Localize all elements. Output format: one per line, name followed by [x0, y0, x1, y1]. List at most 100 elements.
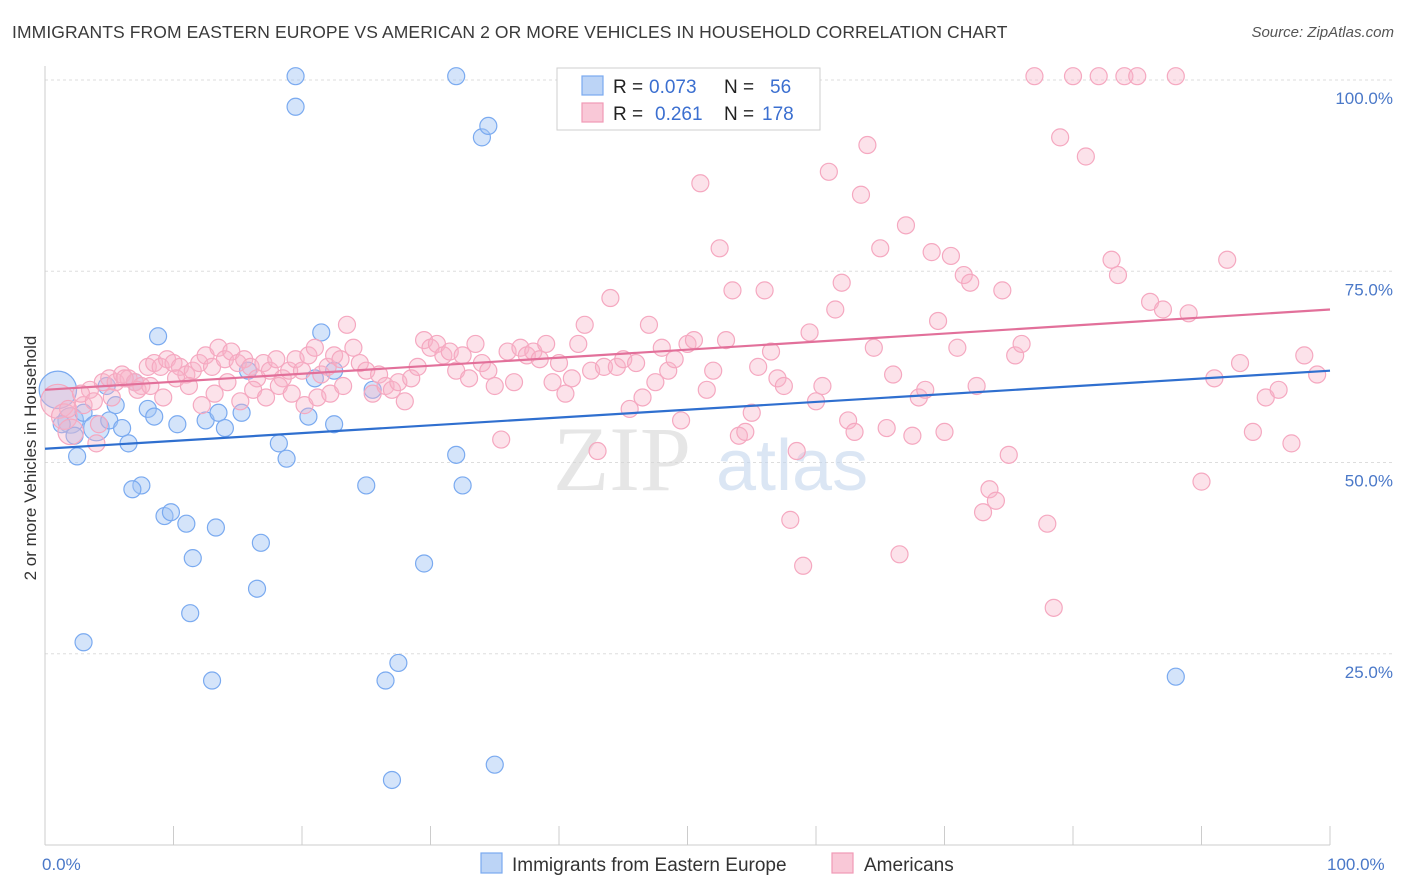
data-point	[1115, 67, 1134, 86]
data-point	[903, 426, 922, 445]
data-point	[896, 216, 916, 235]
data-point	[68, 447, 87, 466]
data-point	[601, 288, 620, 308]
data-point	[1044, 598, 1063, 617]
data-point	[556, 384, 575, 403]
data-point	[858, 135, 877, 155]
data-point	[215, 418, 234, 438]
data-point	[980, 480, 999, 499]
watermark-zip: ZIP	[553, 408, 691, 510]
data-point	[132, 476, 151, 495]
data-point	[183, 549, 202, 568]
trend-line-immigrants	[44, 369, 1331, 450]
data-point	[115, 369, 134, 388]
data-point	[1218, 250, 1237, 269]
data-point	[479, 361, 498, 380]
data-point	[646, 373, 665, 392]
data-point	[941, 246, 961, 266]
data-point	[877, 418, 896, 438]
data-point	[312, 323, 331, 342]
trend-lines	[44, 308, 1331, 450]
data-point	[331, 350, 350, 369]
trend-line-americans	[44, 308, 1331, 391]
data-point	[851, 185, 871, 204]
data-point	[382, 770, 402, 790]
chart-title: IMMIGRANTS FROM EASTERN EUROPE VS AMERIC…	[12, 22, 1008, 42]
legend-n-value-2: 178	[762, 104, 794, 125]
data-point	[492, 430, 511, 449]
data-point	[292, 361, 312, 380]
data-point	[325, 415, 344, 434]
data-point	[247, 579, 267, 598]
data-point	[168, 415, 187, 434]
data-point	[704, 361, 723, 380]
data-point	[74, 403, 93, 422]
series-legend: Immigrants from Eastern Europe Americans	[480, 852, 954, 876]
data-point	[161, 503, 181, 522]
data-point	[447, 67, 466, 86]
data-point	[755, 281, 774, 300]
data-point	[145, 407, 164, 426]
stats-legend: R = 0.073 N = 56 R = 0.261 N = 178	[556, 67, 821, 131]
data-point	[57, 418, 85, 446]
y-axis-label: 2 or more Vehicles in Household	[21, 336, 40, 581]
data-point	[826, 300, 845, 319]
data-point	[1006, 346, 1025, 365]
data-point	[665, 350, 684, 369]
data-point	[84, 392, 103, 411]
data-point	[466, 334, 485, 354]
data-point	[357, 476, 376, 495]
data-point	[282, 384, 301, 403]
data-point	[1063, 67, 1083, 86]
data-point	[1308, 365, 1327, 384]
data-point	[453, 476, 472, 495]
data-point	[832, 273, 851, 292]
data-point	[459, 369, 479, 388]
data-point	[562, 369, 581, 388]
data-point	[202, 671, 222, 690]
legend-r-value-2: 0.261	[655, 104, 703, 125]
series-immigrants-points	[38, 67, 1185, 790]
data-point	[569, 334, 588, 354]
data-point	[83, 414, 110, 442]
data-point	[1038, 514, 1057, 533]
data-point	[543, 373, 562, 392]
data-point	[1076, 147, 1095, 166]
legend-swatch-americans	[581, 102, 604, 123]
source-label: Source: ZipAtlas.com	[1251, 24, 1394, 41]
data-point	[74, 396, 93, 415]
data-point	[414, 554, 434, 573]
data-point	[594, 357, 614, 376]
data-point	[232, 403, 251, 422]
data-point	[922, 243, 941, 262]
legend-r-value-1: 0.073	[649, 77, 697, 98]
data-point	[402, 369, 421, 388]
data-point	[344, 338, 363, 357]
y-tick-label: 25.0%	[1345, 663, 1393, 682]
bottom-legend-immigrants: Immigrants from Eastern Europe	[512, 855, 787, 876]
data-point	[205, 384, 224, 403]
data-point	[286, 97, 305, 116]
data-point	[691, 174, 710, 193]
data-point	[337, 315, 357, 334]
grid-lines	[45, 79, 1392, 655]
data-point	[148, 327, 168, 346]
data-point	[485, 755, 504, 774]
data-point	[192, 396, 211, 415]
bottom-legend-americans: Americans	[864, 855, 954, 876]
data-point	[787, 441, 806, 461]
data-point	[1243, 422, 1263, 441]
data-point	[813, 376, 832, 396]
data-point	[684, 331, 704, 350]
data-point	[633, 388, 652, 407]
data-point	[267, 350, 286, 369]
data-point	[395, 392, 414, 411]
data-point	[1128, 67, 1147, 86]
data-point	[485, 376, 504, 396]
data-point	[948, 338, 967, 357]
data-point	[871, 239, 890, 258]
data-point	[447, 445, 466, 464]
data-point	[154, 388, 173, 407]
x-tick-label-min: 0.0%	[42, 855, 81, 874]
